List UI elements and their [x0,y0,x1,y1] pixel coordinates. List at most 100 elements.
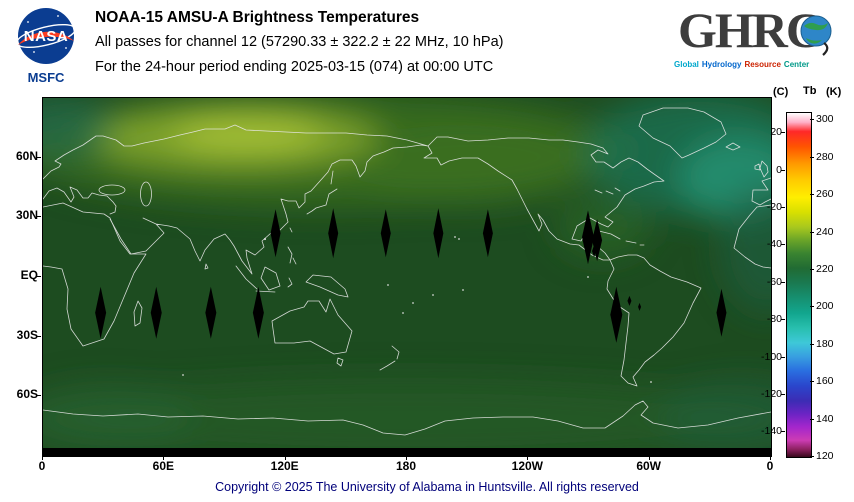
coast-greenland [638,107,727,159]
data-gap-diamond [150,286,162,339]
nasa-swoosh [18,31,74,45]
colorbar-tick-kelvin: 220 [816,263,834,276]
colorbar-quantity-label: Tb [803,85,817,97]
nasa-logo: NASA [12,4,80,70]
coast-africa [43,202,771,347]
colorbar-tickmark [781,356,785,358]
data-gap-diamond [638,302,642,311]
ghrc-tagline-word: Global [674,60,699,69]
data-gap-diamond [716,288,727,337]
coast-indonesia [235,246,349,298]
colorbar-tick-celsius: -40 [766,238,782,251]
map-plot [42,97,772,457]
data-gaps [95,208,727,343]
lat-label: EQ [20,268,38,282]
colorbar-tick-celsius: 20 [770,126,782,139]
colorbar-tick-kelvin: 160 [816,375,834,388]
coast-antarctica [43,400,771,436]
ghrc-letters: GHRC [678,2,822,58]
lon-label: 0 [766,459,774,473]
colorbar-tick-celsius: 0 [776,163,782,176]
data-gap-diamond [581,210,594,265]
temperature-field-blobs [43,98,771,456]
globe-stand [822,42,829,56]
data-gap-diamond [482,209,493,258]
colorbar-tick-kelvin: 180 [816,337,834,350]
no-data-band [43,448,771,456]
colorbar-kelvin-label: (K) [826,86,842,98]
island-dots [182,236,652,383]
page-subtitle: All passes for channel 12 (57290.33 ± 32… [95,34,504,50]
black-sea [98,184,126,196]
colorbar-tickmark [810,231,814,233]
msfc-label: MSFC [27,70,65,85]
data-gap-diamond [592,219,603,262]
colorbar-tick-kelvin: 260 [816,188,834,201]
data-gap-diamond [627,295,632,306]
colorbar-celsius-label: (C) [773,86,789,98]
ghrc-logo: GHRC Global Hydrology Resource Center [672,2,850,76]
colorbar-tickmark [781,207,785,209]
colorbar-tick-celsius: -60 [766,275,782,288]
colorbar-tickmark [810,269,814,271]
colorbar-tickmark [781,281,785,283]
lat-label: 60N [15,148,38,163]
colorbar-gradient [787,113,811,457]
colorbar-tick-celsius: -140 [760,425,782,438]
lon-tickmark [284,456,286,460]
lon-label: 60W [636,459,661,473]
data-gap-diamond [205,286,217,339]
lat-tickmark [37,156,41,158]
colorbar-tick-kelvin: 120 [816,450,834,462]
colorbar-tick-kelvin: 280 [816,150,834,163]
lat-label: 60S [16,387,38,402]
lat-tickmark [37,335,41,337]
lon-label: 120E [270,459,299,473]
colorbar-tickmark [781,132,785,134]
lat-label: 30N [15,208,38,223]
coast-eurasia [43,124,771,275]
colorbar-tickmark [781,244,785,246]
data-gap-diamond [95,286,107,339]
copyright: Copyright © 2025 The University of Alaba… [215,480,639,494]
caspian-sea [140,181,152,207]
ghrc-tagline-word: Center [783,60,810,69]
lat-tickmark [37,276,41,277]
lon-label: 180 [395,459,416,473]
lat-tickmark [37,395,41,397]
colorbar-tick-kelvin: 300 [816,113,834,126]
data-gap-diamond [380,209,391,258]
data-gap-diamond [270,209,281,258]
lon-tickmark [527,456,529,460]
coast-australia [271,298,400,371]
coastlines [43,107,771,436]
lat-tickmark [37,216,41,218]
lon-tickmark [769,456,771,460]
colorbar-tickmark [810,343,814,345]
lon-tickmark [163,456,165,460]
colorbar-tickmark [810,306,814,308]
data-gap-diamond [328,208,339,259]
lon-label: 60E [152,459,175,473]
coast-north-america [423,136,665,261]
colorbar-tickmark [810,381,814,383]
colorbar-tick-celsius: -120 [760,388,782,401]
page-period: For the 24-hour period ending 2025-03-15… [95,59,494,75]
lon-label: 120W [511,459,544,473]
colorbar-tickmark [810,194,814,196]
nasa-orbit [16,23,76,49]
nasa-wordmark: NASA [24,28,69,45]
page-title: NOAA-15 AMSU-A Brightness Temperatures [95,9,420,26]
colorbar-tickmark [781,319,785,321]
data-gap-diamond [610,286,623,343]
data-gap-diamond [592,245,597,258]
colorbar-tickmark [810,119,814,121]
nasa-meatball-icon: NASA [16,8,76,64]
colorbar [786,112,812,458]
colorbar-tick-kelvin: 200 [816,300,834,313]
brightness-temperature-map [43,98,771,456]
lon-label: 0 [38,459,46,473]
ghrc-tagline: Global Hydrology Resource Center [674,60,848,69]
colorbar-tick-kelvin: 240 [816,225,834,238]
lat-label: 30S [16,327,38,342]
